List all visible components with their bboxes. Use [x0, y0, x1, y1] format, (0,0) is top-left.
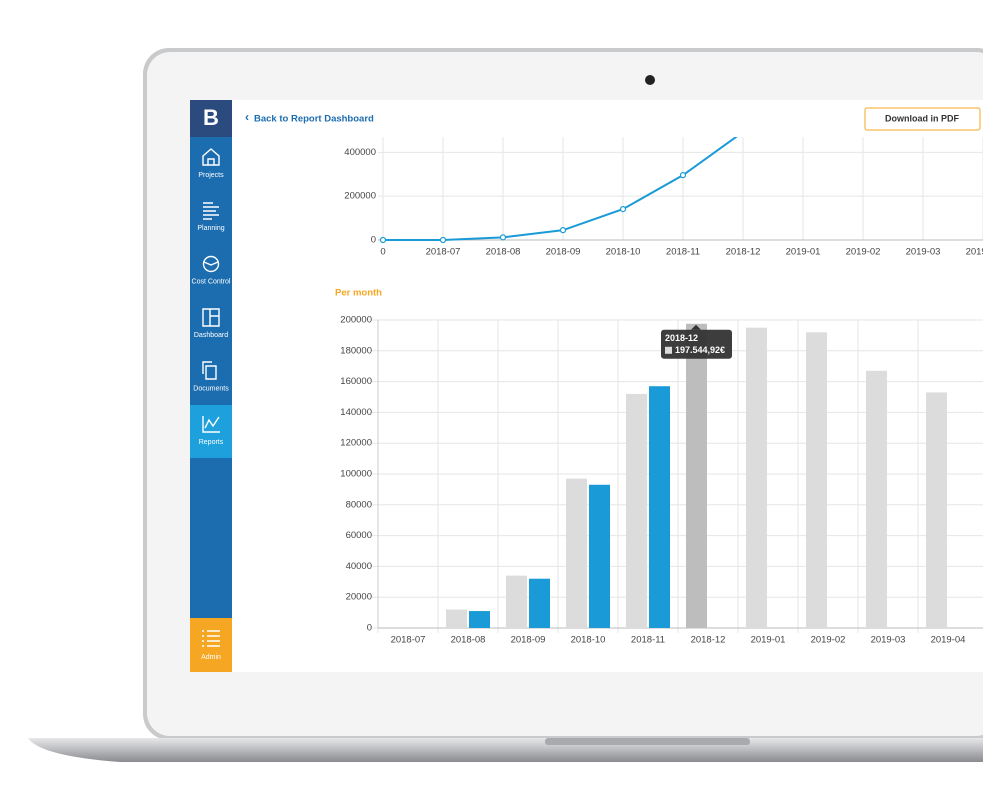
x-tick-label: 2018-11 — [631, 635, 665, 646]
reports-icon — [202, 416, 220, 433]
y-tick-label: 180000 — [340, 345, 372, 356]
point — [439, 236, 447, 244]
y-tick-label: 20000 — [346, 592, 372, 603]
tooltip-arrow — [691, 324, 701, 330]
y-tick-label: 200000 — [344, 191, 376, 202]
bar[interactable] — [649, 386, 670, 628]
x-tick-label: 2018-12 — [691, 635, 726, 646]
tooltip-title: 2018-12 — [665, 333, 698, 343]
monthly-chart: Per month 0 20000 40000 60000 80000 100000 1200… — [335, 288, 983, 646]
sidebar-item[interactable]: Cost Control — [192, 279, 231, 286]
sidebar-item[interactable]: Dashboard — [194, 332, 228, 339]
x-tick-label: 2019-01 — [751, 635, 786, 646]
sidebar-item[interactable]: Projects — [198, 172, 224, 179]
bar[interactable] — [686, 323, 707, 628]
sidebar-item[interactable]: Planning — [197, 225, 224, 232]
x-tick-label: 2019-02 — [846, 247, 881, 258]
y-tick-label: 100000 — [340, 469, 372, 480]
x-tick-label: 2018-08 — [486, 247, 521, 258]
y-tick-label: 60000 — [346, 530, 372, 541]
x-tick-label: 0 — [380, 247, 385, 258]
sidebar-item[interactable]: Reports — [199, 439, 224, 446]
bar[interactable] — [446, 609, 467, 628]
x-tick-label: 2018-07 — [426, 247, 461, 258]
logo-box[interactable] — [190, 100, 232, 137]
point — [559, 227, 567, 234]
x-tick-label: 2019-03 — [871, 635, 906, 646]
x-tick-label: 2018-10 — [606, 247, 641, 258]
y-tick-label: 160000 — [340, 376, 372, 387]
y-tick-label: 120000 — [340, 438, 372, 449]
x-tick-label: 2019-04 — [931, 635, 966, 646]
cost-icon — [202, 255, 220, 273]
admin-icon — [202, 630, 220, 647]
tooltip-value: 197.544,92€ — [675, 345, 725, 355]
y-tick-label: 40000 — [346, 561, 372, 572]
x-tick-label: 2018-10 — [571, 635, 606, 646]
admin-item[interactable] — [190, 618, 232, 672]
bar[interactable] — [806, 332, 827, 628]
x-tick-label: 2018-11 — [666, 247, 700, 258]
y-tick-label: 80000 — [346, 499, 372, 510]
y-tick-label: 200000 — [340, 315, 372, 326]
point — [379, 236, 387, 244]
sidebar — [190, 137, 232, 618]
y-tick-label: 0 — [367, 623, 372, 634]
x-tick-label: 2019-02 — [811, 635, 846, 646]
cumulative-chart: 0 200000 400000 0 2018-07 2018-08 2018-09 2018-… — [344, 137, 983, 258]
tooltip — [661, 329, 732, 359]
bar[interactable] — [529, 578, 550, 628]
planning-icon — [203, 202, 219, 220]
tooltip-swatch — [665, 346, 672, 354]
bar[interactable] — [469, 611, 490, 628]
download-button[interactable] — [864, 107, 981, 131]
x-tick-label: 2018-07 — [391, 635, 426, 646]
sidebar-item[interactable]: Documents — [193, 385, 229, 392]
x-tick-label: 2019-01 — [786, 247, 821, 258]
camera — [645, 75, 655, 85]
sidebar-admin[interactable]: Admin — [201, 654, 221, 661]
dashboard-icon — [202, 308, 220, 327]
back-link[interactable]: Back to Report Dashboard — [254, 114, 374, 125]
x-tick-label: 2018-12 — [726, 247, 761, 258]
bar[interactable] — [506, 575, 527, 628]
x-tick-label: 2018-09 — [546, 247, 581, 258]
point — [679, 172, 687, 179]
x-tick-label: 2018-09 — [511, 635, 546, 646]
point — [499, 234, 507, 241]
laptop-base — [28, 738, 983, 762]
x-tick-label: 2019-04 — [966, 247, 983, 258]
bar[interactable] — [866, 370, 887, 628]
y-tick-label: 140000 — [340, 407, 372, 418]
y-tick-label: 400000 — [344, 147, 376, 158]
projects-icon — [202, 148, 220, 166]
bar[interactable] — [626, 393, 647, 628]
download-button-label[interactable]: Download in PDF — [885, 113, 959, 123]
bar[interactable] — [746, 327, 767, 628]
bar[interactable] — [926, 392, 947, 628]
hinge-notch — [545, 738, 750, 745]
bar[interactable] — [566, 478, 587, 628]
x-tick-label: 2018-08 — [451, 635, 486, 646]
chart-title: Per month — [335, 288, 382, 299]
y-tick-label: 0 — [371, 235, 376, 246]
documents-icon — [202, 361, 217, 380]
point — [619, 206, 627, 213]
back-chevron[interactable]: ‹ — [245, 110, 249, 124]
logo: B — [203, 105, 219, 130]
line-plot — [379, 137, 738, 244]
x-tick-label: 2019-03 — [906, 247, 941, 258]
bar[interactable] — [589, 484, 610, 628]
